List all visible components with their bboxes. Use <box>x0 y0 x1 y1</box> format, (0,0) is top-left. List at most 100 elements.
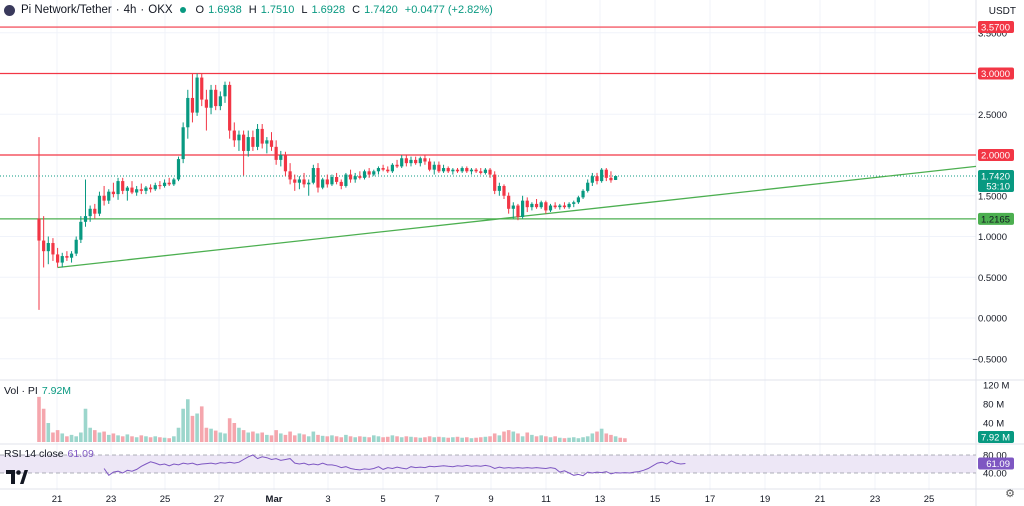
volume-bar <box>530 434 534 442</box>
candle-body <box>46 243 50 252</box>
candle-body <box>69 253 74 258</box>
candle <box>428 158 432 172</box>
volume-legend[interactable]: Vol · PI 7.92M <box>4 385 71 397</box>
candle-body <box>386 169 390 172</box>
candle <box>288 163 292 185</box>
volume-bar <box>348 436 353 442</box>
candle-body <box>83 216 88 222</box>
currency-label[interactable]: USDT <box>988 6 1016 17</box>
volume-bar <box>474 437 478 442</box>
candle-body <box>37 218 41 241</box>
candle <box>297 176 301 190</box>
candle <box>93 203 97 219</box>
time-axis-label: 13 <box>595 494 606 505</box>
horizontal-price-lines[interactable] <box>0 26 976 220</box>
candle-body <box>42 240 46 252</box>
volume-bar <box>623 438 627 442</box>
separator: · <box>115 4 120 16</box>
volume-bar <box>148 437 153 442</box>
candle-body <box>376 168 381 172</box>
support-tag: 1.2165 <box>978 212 1014 225</box>
candle <box>395 159 399 169</box>
volume-bar <box>190 415 195 442</box>
volume-bar <box>246 432 251 442</box>
candlestick-series[interactable] <box>37 73 618 310</box>
settings-gear-icon[interactable]: ⚙ <box>1005 488 1015 500</box>
volume-bar <box>502 431 506 442</box>
candle-body <box>381 168 385 170</box>
volume-bar <box>116 435 120 442</box>
candle <box>83 179 88 227</box>
volume-bar <box>186 399 190 442</box>
candle <box>372 169 376 177</box>
tradingview-logo-icon[interactable] <box>6 470 28 484</box>
volume-bar <box>353 437 357 442</box>
rsi-value: 61.09 <box>67 448 94 460</box>
candle-body <box>265 140 269 144</box>
candle-body <box>200 77 204 100</box>
candle <box>432 161 436 175</box>
symbol-legend[interactable]: Pi Network/Tether · 4h · OKX O 1.6938 H 1.… <box>4 4 493 16</box>
candle-body <box>511 205 515 209</box>
volume-value: 7.92M <box>41 385 72 397</box>
candle <box>255 124 260 151</box>
volume-bar <box>423 437 427 442</box>
volume-bar <box>455 436 460 442</box>
support-tag-bg <box>978 212 1014 225</box>
volume-bar <box>65 436 69 442</box>
candle-body <box>251 137 255 147</box>
candle <box>60 252 64 268</box>
exchange[interactable]: OKX <box>148 4 173 16</box>
volume-bar <box>609 434 613 442</box>
candle <box>474 168 478 173</box>
candle <box>451 168 455 175</box>
candle-body <box>404 158 408 164</box>
candle <box>465 166 469 173</box>
candle <box>190 73 195 123</box>
candle <box>139 183 143 195</box>
volume-bar <box>488 436 492 442</box>
volume-bar <box>344 434 348 442</box>
candle-body <box>614 176 618 180</box>
candle-body <box>358 176 362 178</box>
candle-body <box>567 203 571 208</box>
symbol-name[interactable]: Pi Network/Tether <box>21 4 112 16</box>
candle-body <box>269 140 274 147</box>
candle-body <box>186 97 190 128</box>
volume-bar <box>125 434 130 442</box>
candle-body <box>516 205 520 217</box>
volume-bar <box>395 436 399 442</box>
volume-bar <box>413 437 418 442</box>
resistance-tag: 2.0000 <box>978 149 1014 162</box>
candle <box>339 179 343 190</box>
candle-body <box>97 195 102 214</box>
volume-bar <box>167 438 171 442</box>
rsi-legend[interactable]: RSI 14 close 61.09 <box>4 448 94 460</box>
volume-bar <box>511 431 516 442</box>
candle <box>483 168 487 175</box>
volume-bar <box>297 433 302 442</box>
candle <box>269 132 274 151</box>
volume-bar <box>437 436 441 442</box>
candle <box>507 192 511 214</box>
candle <box>307 179 311 196</box>
candle <box>390 163 394 173</box>
candle <box>116 177 120 200</box>
candle-body <box>437 164 441 172</box>
candle-body <box>339 181 343 186</box>
interval[interactable]: 4h <box>123 4 137 16</box>
candle <box>609 171 613 183</box>
volume-bar <box>311 431 316 442</box>
candle <box>595 172 599 185</box>
candle-body <box>497 185 501 191</box>
time-axis-label: 7 <box>434 494 439 505</box>
volume-bar <box>139 435 144 442</box>
rsi-line <box>103 454 686 477</box>
volume-bar <box>618 437 623 442</box>
candle <box>135 185 139 196</box>
candle <box>400 155 404 169</box>
candle <box>74 236 78 257</box>
candle <box>195 73 199 116</box>
resistance-tag: 3.5700 <box>978 21 1014 34</box>
